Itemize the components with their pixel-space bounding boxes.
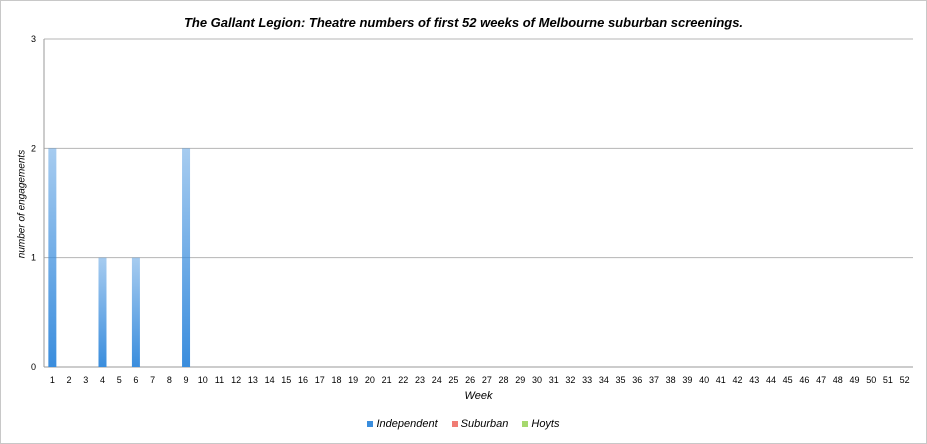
x-tick-label: 40	[699, 375, 709, 385]
x-tick-label: 35	[616, 375, 626, 385]
x-tick-label: 17	[315, 375, 325, 385]
x-tick-label: 36	[632, 375, 642, 385]
legend: Independent Suburban Hoyts	[0, 418, 927, 430]
x-tick-label: 50	[866, 375, 876, 385]
x-tick-label: 26	[465, 375, 475, 385]
legend-item-independent: Independent	[367, 418, 438, 430]
x-tick-label: 15	[281, 375, 291, 385]
x-tick-label: 1	[50, 375, 55, 385]
x-tick-label: 11	[215, 375, 224, 385]
y-tick-label: 1	[31, 253, 36, 263]
x-tick-label: 49	[850, 375, 860, 385]
legend-label: Hoyts	[531, 418, 560, 430]
x-tick-label: 8	[167, 375, 172, 385]
x-tick-label: 23	[415, 375, 425, 385]
chart-title: The Gallant Legion: Theatre numbers of f…	[183, 15, 744, 30]
x-tick-label: 3	[83, 375, 88, 385]
x-tick-label: 47	[816, 375, 826, 385]
x-tick-label: 51	[883, 375, 893, 385]
y-tick-label: 3	[31, 34, 36, 44]
x-tick-label: 32	[565, 375, 575, 385]
bar-independent-week-9	[182, 148, 191, 367]
legend-swatch	[367, 421, 374, 427]
x-tick-label: 29	[515, 375, 525, 385]
x-tick-label: 39	[682, 375, 692, 385]
x-tick-label: 6	[133, 375, 138, 385]
y-tick-label: 2	[31, 143, 36, 153]
legend-item-suburban: Suburban	[451, 418, 509, 430]
legend-swatch	[451, 421, 458, 427]
x-tick-label: 25	[448, 375, 458, 385]
x-tick-label: 14	[265, 375, 275, 385]
x-tick-label: 22	[398, 375, 408, 385]
legend-swatch	[522, 421, 529, 427]
x-tick-label: 12	[231, 375, 241, 385]
x-tick-label: 34	[599, 375, 609, 385]
x-axis-label: Week	[464, 390, 493, 402]
x-tick-label: 33	[582, 375, 592, 385]
x-tick-label: 48	[833, 375, 843, 385]
bar-independent-week-4	[98, 257, 107, 367]
x-tick-label: 20	[365, 375, 375, 385]
x-tick-label: 46	[799, 375, 809, 385]
x-tick-label: 21	[382, 375, 392, 385]
x-tick-label: 28	[499, 375, 509, 385]
x-tick-label: 42	[733, 375, 743, 385]
x-tick-label: 16	[298, 375, 308, 385]
x-tick-label: 38	[666, 375, 676, 385]
x-tick-label: 37	[649, 375, 659, 385]
bar-independent-week-1	[48, 148, 57, 367]
x-tick-label: 7	[150, 375, 155, 385]
x-tick-label: 27	[482, 375, 492, 385]
legend-label: Independent	[376, 418, 438, 430]
x-tick-label: 2	[67, 375, 72, 385]
x-tick-label: 44	[766, 375, 776, 385]
x-tick-label: 24	[432, 375, 442, 385]
x-tick-label: 31	[549, 375, 559, 385]
x-tick-label: 5	[117, 375, 122, 385]
bar-independent-week-6	[131, 257, 140, 367]
x-tick-label: 10	[198, 375, 208, 385]
x-tick-label: 45	[783, 375, 793, 385]
x-tick-label: 18	[331, 375, 341, 385]
x-tick-label: 43	[749, 375, 759, 385]
y-tick-label: 0	[31, 362, 36, 372]
x-tick-label: 9	[184, 375, 189, 385]
x-tick-label: 41	[716, 375, 726, 385]
x-tick-label: 4	[100, 375, 105, 385]
x-tick-label: 13	[248, 375, 258, 385]
legend-item-hoyts: Hoyts	[522, 418, 560, 430]
x-tick-label: 52	[900, 375, 910, 385]
x-tick-label: 19	[348, 375, 358, 385]
x-tick-label: 30	[532, 375, 542, 385]
legend-label: Suburban	[460, 418, 509, 430]
